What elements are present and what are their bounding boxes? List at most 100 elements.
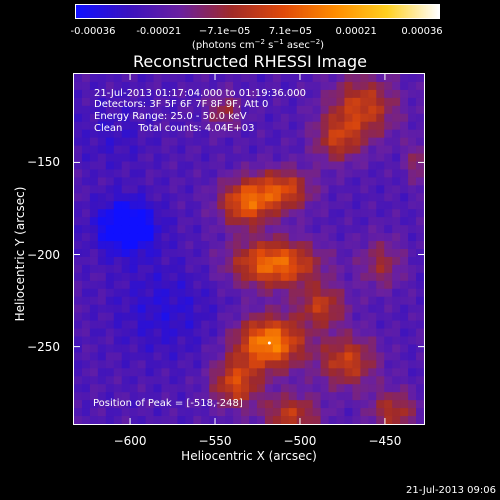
heatmap-cell <box>241 368 250 377</box>
heatmap-cell <box>209 408 218 417</box>
heatmap-cell <box>392 360 401 369</box>
heatmap-cell <box>113 74 123 83</box>
heatmap-cell <box>233 217 242 226</box>
heatmap-cell <box>352 241 361 250</box>
heatmap-cell <box>193 185 202 194</box>
heatmap-cell <box>89 233 99 242</box>
heatmap-cell <box>312 74 322 83</box>
heatmap-cell <box>360 249 369 258</box>
heatmap-cell <box>217 161 226 171</box>
heatmap-cell <box>113 225 123 234</box>
heatmap-cell <box>280 225 290 234</box>
heatmap-cell <box>416 376 424 385</box>
heatmap-cell <box>392 344 401 353</box>
heatmap-cell <box>81 256 91 266</box>
heatmap-cell <box>328 97 338 107</box>
heatmap-cell <box>288 185 298 194</box>
heatmap-cell <box>296 256 306 266</box>
heatmap-cell <box>352 225 361 234</box>
heatmap-cell <box>272 153 282 163</box>
heatmap-cell <box>360 161 369 171</box>
heatmap-cell <box>97 193 107 202</box>
heatmap-cell <box>344 368 353 377</box>
heatmap-cell <box>137 249 147 258</box>
heatmap-cell <box>400 177 409 186</box>
heatmap-cell <box>400 121 409 131</box>
heatmap-cell <box>225 193 234 202</box>
heatmap-cell <box>376 225 385 234</box>
heatmap-cell <box>217 352 226 361</box>
heatmap-cell <box>169 304 178 314</box>
heatmap-cell <box>121 145 131 155</box>
heatmap-cell <box>145 121 155 131</box>
heatmap-cell <box>384 352 393 361</box>
heatmap-cell <box>209 376 218 385</box>
heatmap-cell <box>280 336 290 346</box>
heatmap-cell <box>89 161 99 171</box>
heatmap-cell <box>256 161 266 171</box>
heatmap-cell <box>161 416 171 424</box>
heatmap-cell <box>105 352 115 361</box>
heatmap-cell <box>384 153 393 163</box>
heatmap-cell <box>225 217 234 226</box>
heatmap-cell <box>233 256 242 266</box>
heatmap-cell <box>312 105 322 115</box>
heatmap-cell <box>89 400 99 409</box>
heatmap-cell <box>169 328 178 338</box>
heatmap-cell <box>209 145 218 155</box>
heatmap-cell <box>121 376 131 385</box>
heatmap-cell <box>288 201 298 210</box>
heatmap-cell <box>89 249 99 258</box>
heatmap-cell <box>169 320 178 330</box>
heatmap-cell <box>280 209 290 218</box>
heatmap-cell <box>320 81 330 91</box>
heatmap-cell <box>360 264 369 274</box>
heatmap-cell <box>121 113 131 123</box>
heatmap-cell <box>376 320 385 330</box>
heatmap-cell <box>264 384 274 393</box>
heatmap-cell <box>121 288 131 298</box>
heatmap-cell <box>145 344 155 353</box>
heatmap-cell <box>241 416 250 424</box>
heatmap-cell <box>89 288 99 298</box>
heatmap-cell <box>74 344 83 353</box>
heatmap-cell <box>217 416 226 424</box>
heatmap-cell <box>233 264 242 274</box>
heatmap-cell <box>256 81 266 91</box>
heatmap-cell <box>344 352 353 361</box>
heatmap-cell <box>312 288 322 298</box>
heatmap-cell <box>376 360 385 369</box>
heatmap-cell <box>97 153 107 163</box>
heatmap-cell <box>264 344 274 353</box>
peak-position-label: Position of Peak = [-518,-248] <box>93 398 243 409</box>
heatmap-cell <box>368 225 377 234</box>
heatmap-cell <box>288 368 298 377</box>
heatmap-cell <box>185 137 194 147</box>
heatmap-cell <box>177 153 186 163</box>
heatmap-cell <box>272 74 282 83</box>
heatmap-cell <box>74 328 83 338</box>
heatmap-cell <box>193 256 202 266</box>
heatmap-cell <box>145 352 155 361</box>
heatmap-cell <box>408 280 417 290</box>
heatmap-cell <box>368 360 377 369</box>
heatmap-cell <box>312 161 322 171</box>
heatmap-cell <box>241 137 250 147</box>
heatmap-cell <box>225 105 234 115</box>
heatmap-cell <box>249 201 258 210</box>
heatmap-cell <box>304 368 314 377</box>
heatmap-cell <box>185 256 194 266</box>
heatmap-cell <box>392 209 401 218</box>
heatmap-cell <box>129 97 139 107</box>
y-tick-label: −150 <box>27 155 60 170</box>
heatmap-cell <box>153 97 163 107</box>
heatmap-cell <box>352 320 361 330</box>
heatmap-cell <box>400 193 409 202</box>
heatmap-cell <box>360 169 369 178</box>
heatmap-cell <box>296 328 306 338</box>
heatmap-cell <box>74 105 83 115</box>
heatmap-cell <box>288 169 298 178</box>
heatmap-cell <box>344 336 353 346</box>
heatmap-cell <box>280 193 290 202</box>
heatmap-cell <box>344 74 353 83</box>
